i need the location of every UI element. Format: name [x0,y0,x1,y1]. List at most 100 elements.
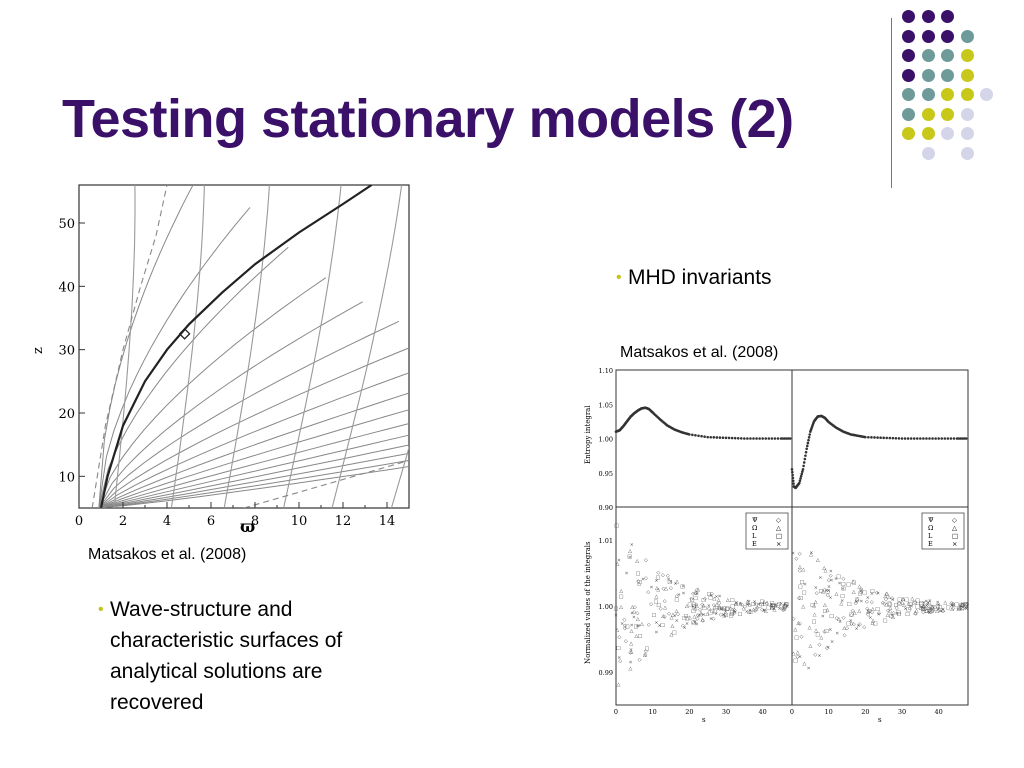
field-line [98,392,409,508]
data-point: × [821,614,825,620]
data-point: ◇ [951,602,955,608]
data-point: × [748,608,752,614]
data-point: △ [808,625,812,631]
data-point: ◇ [798,551,802,557]
data-point: △ [664,586,668,592]
data-point: ◇ [644,649,648,655]
legend-symbol: □ [952,532,958,540]
data-point: □ [717,605,722,611]
data-point: □ [858,591,863,597]
data-point: × [891,597,895,603]
data-point: △ [922,604,926,610]
data-point: × [903,606,907,612]
data-point: × [783,602,787,608]
data-point [706,435,709,439]
data-point [799,477,802,480]
data-point [721,436,725,440]
data-point: △ [746,600,750,606]
data-point: ◇ [951,606,955,612]
data-point: △ [886,613,890,619]
data-point: □ [684,613,689,619]
data-point: □ [897,597,902,603]
data-point: × [614,612,618,618]
data-point: □ [708,595,713,601]
data-point: ◇ [755,605,759,611]
field-line [98,372,409,508]
data-point: △ [636,616,640,622]
data-point: × [745,609,749,615]
dashed-line [243,459,409,508]
data-point: ◇ [643,652,647,658]
data-point: □ [701,598,706,604]
data-point: × [625,570,629,576]
data-point: □ [829,613,834,619]
data-point: □ [938,604,943,610]
data-point [733,436,737,440]
legend-symbol: × [776,540,781,548]
data-point: □ [798,584,803,590]
data-point: △ [701,603,705,609]
data-point: × [855,599,859,605]
data-point: × [630,611,634,617]
data-point: ◇ [845,626,849,632]
x-tick-label: 0 [75,514,83,529]
data-point: ◇ [937,608,941,614]
data-point [743,437,746,440]
data-point: □ [693,595,698,601]
decor-dot [960,68,974,82]
data-point [752,437,755,440]
data-point: □ [889,614,894,620]
data-point [919,437,922,440]
legend-label: E [752,540,757,548]
data-point: ◇ [885,591,889,597]
data-point: ◇ [875,590,879,596]
data-point [952,437,956,440]
data-point: △ [884,602,888,608]
data-point: □ [783,603,788,609]
data-point: □ [896,609,901,615]
data-point: ◇ [825,645,829,651]
data-point: △ [717,598,721,604]
decor-dot [921,29,935,43]
data-point: □ [906,607,911,613]
data-point: □ [776,603,781,609]
data-point: △ [628,548,632,554]
decor-dot [941,88,954,101]
data-point: □ [627,554,632,560]
data-point: □ [852,580,857,586]
y-tick-label: 40 [58,280,75,295]
data-point: △ [699,610,703,616]
data-point [805,447,808,451]
data-point: □ [961,603,966,609]
data-point [798,481,801,485]
data-point: □ [862,590,867,596]
legend-symbol: □ [776,532,782,540]
data-point [894,436,898,440]
data-point: ◇ [849,613,853,619]
legend-label: Ω [928,524,933,532]
data-point: × [959,603,963,609]
data-point: △ [782,606,786,612]
data-point: ◇ [843,632,847,638]
data-point: × [791,551,795,557]
data-point: △ [913,610,917,616]
data-point: △ [852,589,856,595]
y-tick-label: 1.00 [599,603,613,611]
data-point: □ [846,582,851,588]
diamond-marker [178,327,191,340]
data-point: □ [636,571,641,577]
data-point: △ [752,607,756,613]
data-point: × [747,599,751,605]
data-point: × [814,585,818,591]
data-point: ◇ [921,607,925,613]
decor-dot [921,10,935,23]
data-point: □ [638,634,643,640]
data-point: × [635,624,639,630]
legend-label: E [928,540,933,548]
data-point: △ [630,629,634,635]
data-point: ◇ [929,607,933,613]
data-point: × [773,603,777,609]
data-point: × [702,612,706,618]
data-point: □ [963,602,968,608]
data-point: × [732,608,736,614]
